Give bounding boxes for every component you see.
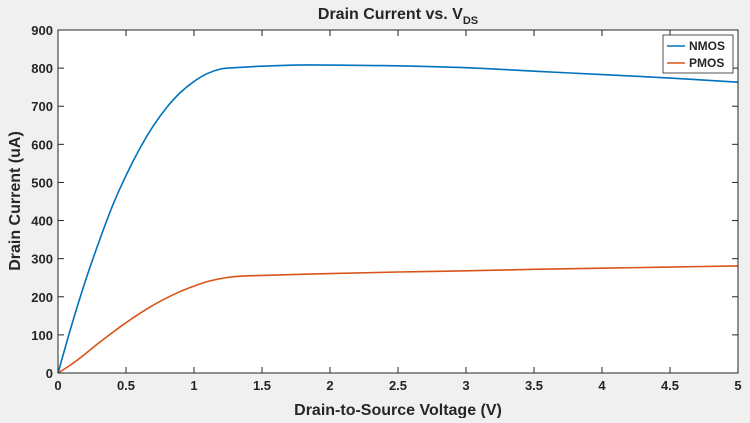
x-tick-label: 2: [326, 378, 333, 393]
y-tick-label: 600: [31, 137, 53, 152]
y-tick-label: 300: [31, 252, 53, 267]
x-tick-label: 4.5: [661, 378, 679, 393]
y-tick-label: 100: [31, 328, 53, 343]
x-tick-label: 0.5: [117, 378, 135, 393]
series-layer: [57, 64, 739, 374]
legend: NMOS PMOS: [662, 34, 734, 74]
y-tick-label: 500: [31, 175, 53, 190]
y-tick-label: 200: [31, 290, 53, 305]
x-tick-label: 0: [54, 378, 61, 393]
y-tick-label: 0: [46, 366, 53, 381]
chart-title-main: Drain Current vs. V: [318, 6, 463, 23]
x-tick-label: 4: [598, 378, 606, 393]
series-line-nmos: [57, 64, 739, 374]
series-line-pmos: [57, 265, 739, 374]
y-tick-label: 700: [31, 99, 53, 114]
x-tick-label: 1: [190, 378, 197, 393]
y-axis-label: Drain Current (uA): [7, 131, 24, 271]
x-tick-label: 2.5: [389, 378, 407, 393]
chart-title-subscript: DS: [463, 15, 478, 27]
x-tick-label: 3.5: [525, 378, 543, 393]
legend-label-nmos: NMOS: [689, 39, 725, 53]
y-tick-label: 900: [31, 23, 53, 38]
x-tick-label: 1.5: [253, 378, 271, 393]
legend-label-pmos: PMOS: [689, 56, 724, 70]
x-tick-label: 3: [462, 378, 469, 393]
ticks-layer: 0 0.5 1 1.5 2 2.5 3 3.5 4 4.5 5 0 100 200 300 400 500 600…: [31, 23, 741, 393]
axes-background: [58, 30, 738, 373]
x-axis-label: Drain-to-Source Voltage (V): [294, 402, 502, 418]
y-tick-label: 800: [31, 61, 53, 76]
legend-box: [662, 34, 734, 74]
y-tick-label: 400: [31, 214, 53, 229]
x-tick-label: 5: [734, 378, 741, 393]
chart-title: Drain Current vs. VDS: [318, 6, 478, 27]
